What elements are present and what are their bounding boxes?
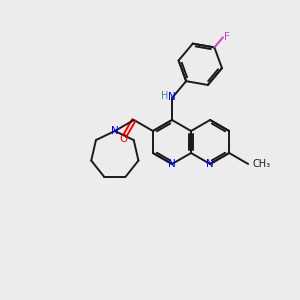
Text: O: O: [119, 134, 127, 144]
Text: N: N: [111, 126, 119, 136]
Text: N: N: [206, 159, 214, 169]
Text: H: H: [161, 91, 169, 101]
Text: N: N: [168, 92, 176, 102]
Text: N: N: [168, 159, 176, 169]
Text: CH₃: CH₃: [252, 159, 270, 169]
Text: F: F: [224, 32, 230, 42]
